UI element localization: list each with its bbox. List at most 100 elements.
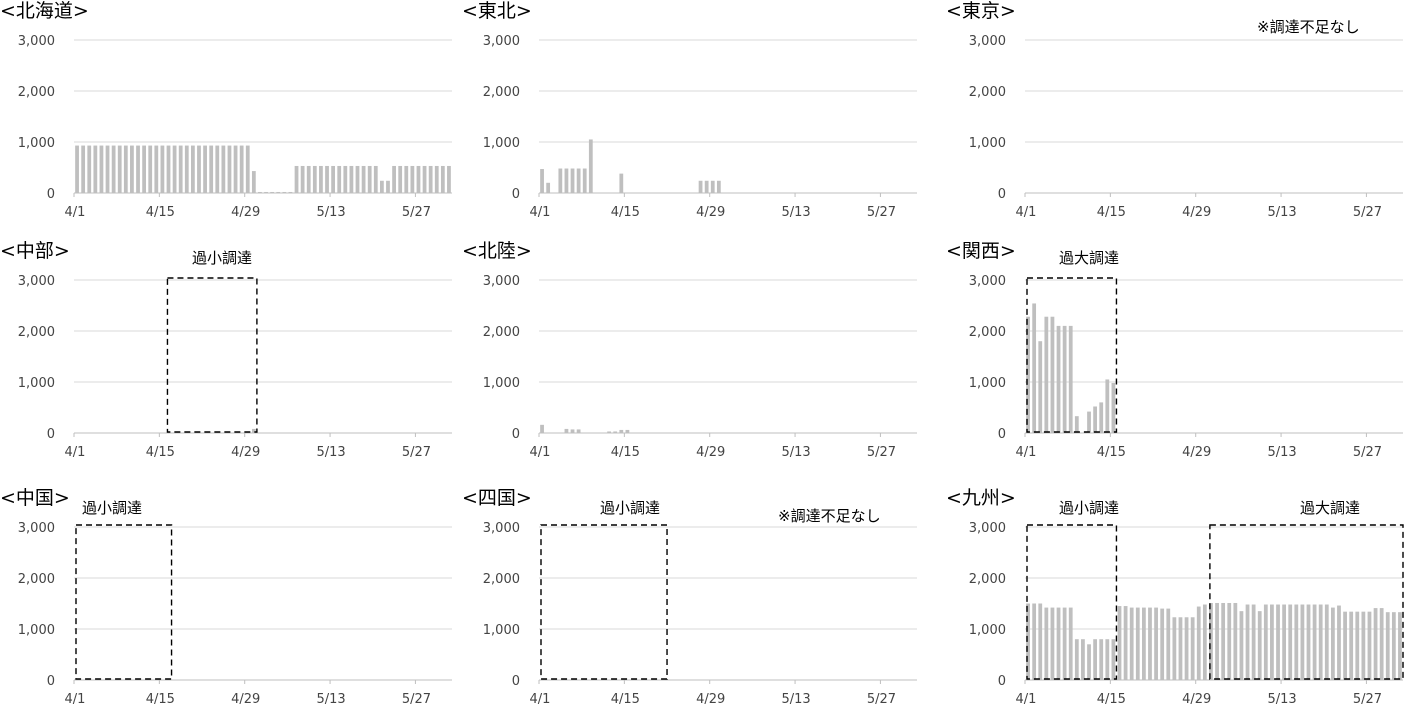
chart-annotation: 過小調達 [1059, 499, 1120, 517]
bar [227, 145, 232, 193]
y-tick-label: 0 [998, 674, 1006, 689]
x-tick-label: 5/13 [1267, 692, 1296, 707]
bar [1093, 406, 1098, 433]
bar [1270, 604, 1274, 680]
x-tick-label: 5/13 [1267, 445, 1296, 460]
y-tick-label: 1,000 [483, 376, 520, 391]
x-tick-label: 4/15 [146, 205, 175, 220]
bar [1129, 607, 1134, 680]
y-tick-label: 2,000 [969, 85, 1006, 100]
bar [270, 191, 275, 193]
x-tick-label: 5/27 [402, 205, 431, 220]
bar [288, 191, 293, 193]
bar [540, 424, 544, 433]
x-tick-label: 4/1 [1016, 692, 1037, 707]
chart-panel: 0 1,000 2,000 3,000 4/1 4/15 4/29 5/13 5/27 <中部> 過… [0, 240, 465, 478]
bar [282, 191, 287, 193]
bar [373, 165, 378, 193]
y-tick-label: 2,000 [18, 85, 55, 100]
x-tick-label: 4/15 [611, 445, 640, 460]
bar [75, 145, 79, 193]
bar [166, 145, 171, 193]
bar [1038, 603, 1043, 680]
bar [117, 145, 122, 193]
x-tick-label: 4/29 [696, 692, 725, 707]
bar [1324, 604, 1329, 680]
bar [619, 173, 624, 193]
chart-title: <北陸> [462, 240, 532, 262]
bar [392, 165, 396, 193]
chart-title: <関西> [946, 240, 1016, 262]
bar [142, 145, 147, 193]
bar [1379, 608, 1384, 680]
bar [325, 165, 329, 193]
x-tick-label: 4/15 [611, 692, 640, 707]
x-tick-label: 4/1 [65, 205, 86, 220]
bar [625, 429, 630, 433]
y-tick-label: 0 [47, 427, 55, 442]
bar [1093, 639, 1098, 680]
bar [1361, 611, 1366, 680]
x-tick-label: 4/1 [65, 692, 86, 707]
x-tick-label: 4/29 [231, 205, 260, 220]
chart-panel: 0 1,000 2,000 3,000 4/1 4/15 4/29 5/13 5/27 <北海道> [0, 0, 465, 238]
bar [148, 145, 153, 193]
y-tick-label: 2,000 [18, 572, 55, 587]
bar [1276, 604, 1280, 680]
bar [1148, 607, 1152, 680]
y-tick-label: 0 [998, 427, 1006, 442]
x-tick-label: 4/15 [146, 445, 175, 460]
bar [337, 165, 342, 193]
chart-svg: 0 1,000 2,000 3,000 4/1 4/15 4/29 5/13 5/27 [969, 34, 1403, 220]
x-tick-label: 5/13 [1267, 205, 1296, 220]
bar [1160, 608, 1165, 680]
highlight-box [1026, 524, 1118, 680]
y-tick-label: 0 [512, 187, 520, 202]
bar [276, 191, 281, 193]
bar [1087, 411, 1091, 433]
bar [440, 165, 445, 193]
bar [81, 145, 86, 193]
bar [576, 168, 581, 193]
bar [367, 165, 372, 193]
bar [1044, 607, 1049, 680]
x-tick-label: 4/29 [1182, 692, 1211, 707]
y-tick-label: 3,000 [969, 521, 1006, 536]
x-tick-label: 5/27 [867, 692, 896, 707]
bar [355, 165, 360, 193]
bar [123, 145, 128, 193]
chart-annotation: 過大調達 [1059, 249, 1120, 267]
bar [1294, 604, 1299, 680]
highlight-box [1209, 524, 1404, 680]
bar [570, 168, 575, 193]
bar [1337, 605, 1341, 680]
bar [1215, 602, 1219, 680]
x-tick-label: 4/1 [530, 692, 551, 707]
bar [306, 165, 311, 193]
chart-svg: 0 1,000 2,000 3,000 4/1 4/15 4/29 5/13 5/27 [969, 521, 1404, 707]
bar [1105, 639, 1110, 680]
bar [1111, 639, 1116, 680]
chart-panel: 0 1,000 2,000 3,000 4/1 4/15 4/29 5/13 5/27 <関西> 過… [946, 240, 1405, 478]
y-tick-label: 3,000 [18, 34, 55, 49]
bar [1111, 383, 1116, 433]
bar [233, 145, 238, 193]
bar [1184, 617, 1189, 680]
bar [221, 145, 226, 193]
bar [1062, 607, 1067, 680]
bar [172, 145, 177, 193]
x-tick-label: 4/29 [696, 205, 725, 220]
bar [1312, 604, 1317, 680]
chart-annotation: 過大調達 [1300, 499, 1361, 517]
bar [319, 165, 323, 193]
bar [1227, 602, 1232, 680]
y-tick-label: 2,000 [483, 325, 520, 340]
y-tick-label: 2,000 [18, 325, 55, 340]
bar [607, 431, 612, 433]
bar [1251, 604, 1256, 680]
bar [379, 180, 384, 193]
bar [1081, 639, 1085, 680]
x-tick-label: 5/27 [1353, 205, 1382, 220]
bar [1038, 341, 1043, 433]
bar [1026, 603, 1030, 680]
